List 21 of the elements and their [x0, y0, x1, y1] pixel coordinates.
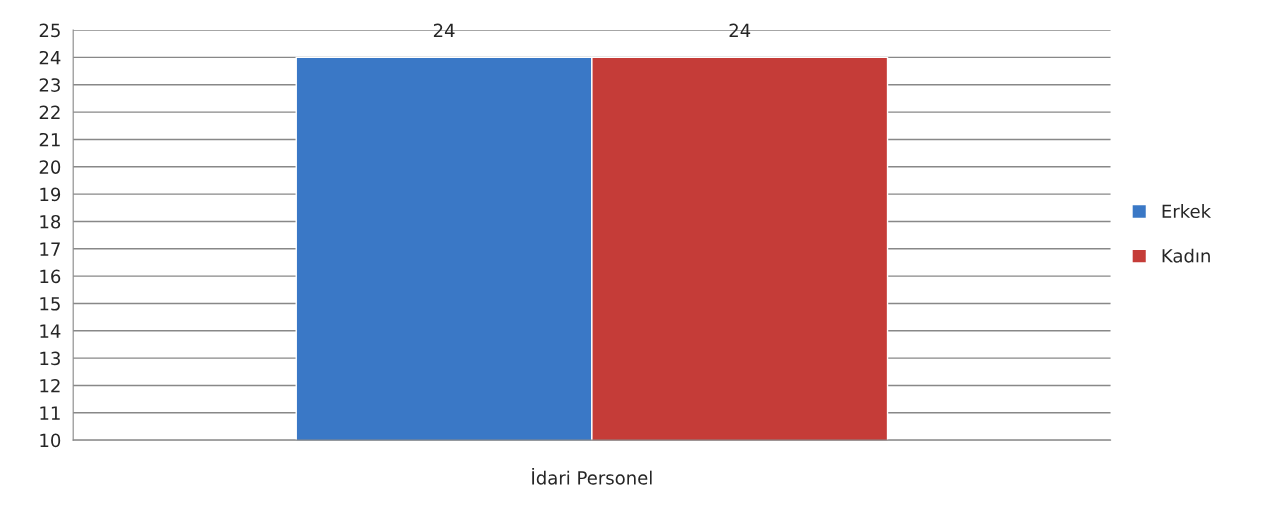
y-tick-label: 17: [40, 242, 60, 256]
data-label: 24: [729, 23, 751, 37]
y-tick-label: 15: [40, 297, 60, 311]
legend-label: Erkek: [1162, 204, 1212, 219]
y-tick-label: 18: [40, 214, 61, 229]
y-tick-label: 21: [39, 132, 60, 147]
y-tick-label: 19: [40, 187, 61, 202]
y-tick-label: 11: [40, 406, 60, 420]
x-tick-label: İdari Personel: [532, 467, 652, 485]
y-tick-label: 13: [40, 351, 60, 366]
y-tick-label: 25: [39, 23, 60, 38]
y-tick-label: 20: [39, 160, 61, 174]
y-tick-label: 23: [39, 78, 60, 92]
y-tick-label: 16: [40, 269, 61, 284]
y-tick-label: 12: [40, 378, 60, 393]
y-tick-label: 14: [40, 324, 61, 338]
y-tick-label: 24: [39, 50, 61, 65]
data-label: 24: [433, 23, 455, 37]
y-tick-label: 22: [39, 105, 60, 119]
y-tick-label: 10: [40, 433, 61, 448]
legend-label: Kadın: [1162, 248, 1210, 263]
